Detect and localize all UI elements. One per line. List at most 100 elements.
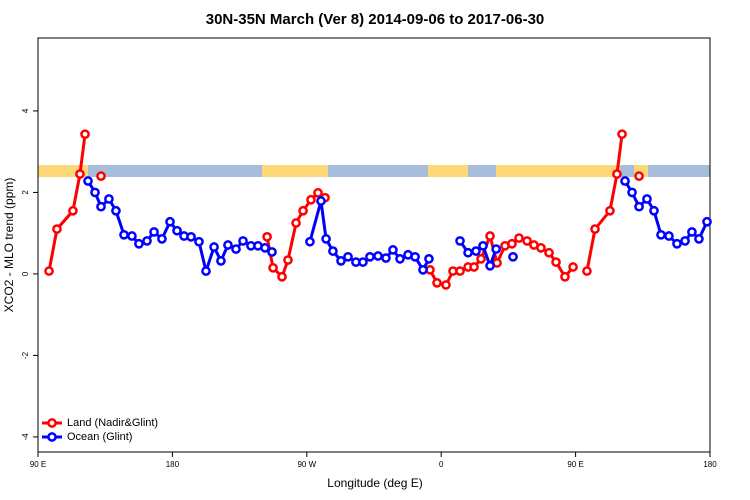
data-point (83, 176, 93, 186)
data-point (476, 254, 486, 264)
data-point (313, 187, 323, 198)
data-point (381, 253, 391, 263)
data-point (432, 278, 442, 288)
data-point (343, 251, 353, 262)
x-axis-label: Longitude (deg E) (327, 476, 422, 490)
data-point (612, 169, 622, 179)
data-point (441, 280, 451, 290)
data-point (172, 225, 182, 236)
data-point (568, 262, 578, 272)
data-point (687, 227, 697, 237)
data-point (522, 236, 532, 246)
data-point (134, 238, 144, 249)
data-point (75, 169, 85, 179)
data-point (551, 257, 561, 267)
data-point (277, 271, 287, 282)
x-tick-label: 90 E (30, 460, 46, 469)
data-point (605, 205, 615, 216)
data-point (96, 201, 106, 212)
x-tick-label: 180 (166, 460, 180, 469)
data-point (649, 205, 659, 216)
data-point (694, 234, 704, 244)
y-tick-label: 4 (21, 108, 30, 113)
data-point (80, 129, 90, 140)
data-point (508, 251, 518, 262)
data-point (620, 176, 630, 186)
y-tick-label: -4 (21, 433, 30, 441)
data-point (544, 247, 554, 258)
data-point (702, 216, 712, 227)
data-point (223, 240, 233, 250)
map-strip (38, 165, 710, 177)
data-point (627, 187, 637, 198)
data-point (111, 205, 121, 216)
data-point (672, 238, 682, 249)
data-point (536, 243, 546, 253)
data-point (119, 229, 129, 240)
data-point (514, 233, 524, 243)
data-point (582, 266, 592, 276)
data-point (656, 229, 666, 240)
data-point (157, 234, 167, 244)
y-tick-label: -2 (21, 351, 30, 359)
data-point (127, 231, 137, 241)
data-point (165, 216, 175, 227)
data-point (507, 238, 517, 249)
data-point (634, 171, 644, 181)
legend-marker (47, 418, 57, 428)
data-point (617, 129, 627, 140)
data-point (388, 245, 398, 255)
data-point (260, 243, 270, 253)
data-point (634, 201, 644, 212)
data-point (96, 171, 106, 181)
x-tick-label: 0 (439, 460, 444, 469)
data-point (268, 262, 278, 273)
data-point (590, 224, 600, 234)
data-point (373, 251, 383, 261)
plot-frame (37, 37, 711, 453)
data-point (68, 205, 78, 216)
data-point (231, 244, 241, 254)
data-point (455, 266, 465, 276)
data-point (267, 247, 277, 257)
data-point (410, 251, 420, 262)
data-point (52, 224, 62, 234)
data-point (358, 257, 368, 267)
legend-label: Ocean (Glint) (67, 431, 132, 443)
data-point (316, 196, 326, 206)
data-point (336, 256, 346, 266)
data-point (262, 232, 272, 242)
data-point (424, 254, 434, 264)
legend-label: Land (Nadir&Glint) (67, 417, 158, 429)
x-tick-label: 90 E (567, 460, 583, 469)
data-point (365, 251, 375, 262)
data-point (469, 262, 479, 272)
x-tick-label: 90 W (297, 460, 316, 469)
legend-marker (47, 432, 57, 442)
y-tick-label: 0 (21, 271, 30, 276)
data-point (209, 242, 219, 252)
y-tick-label: 2 (21, 190, 30, 195)
data-point (395, 254, 405, 264)
data-point (463, 247, 473, 258)
data-point (664, 231, 674, 241)
data-point (298, 205, 308, 216)
chart-title: 30N-35N March (Ver 8) 2014-09-06 to 2017… (206, 11, 545, 28)
data-point (238, 236, 248, 246)
data-point (306, 194, 316, 205)
data-point (149, 227, 159, 237)
data-point (104, 194, 114, 204)
data-point (90, 187, 100, 198)
data-point (478, 240, 488, 251)
data-point (305, 236, 315, 247)
data-point (283, 255, 293, 265)
data-point (418, 265, 428, 275)
data-point (560, 271, 570, 282)
data-point (186, 232, 196, 242)
data-point (471, 246, 481, 256)
data-point (142, 236, 152, 246)
data-point (491, 244, 502, 254)
data-point (328, 246, 338, 256)
data-point (321, 234, 331, 244)
